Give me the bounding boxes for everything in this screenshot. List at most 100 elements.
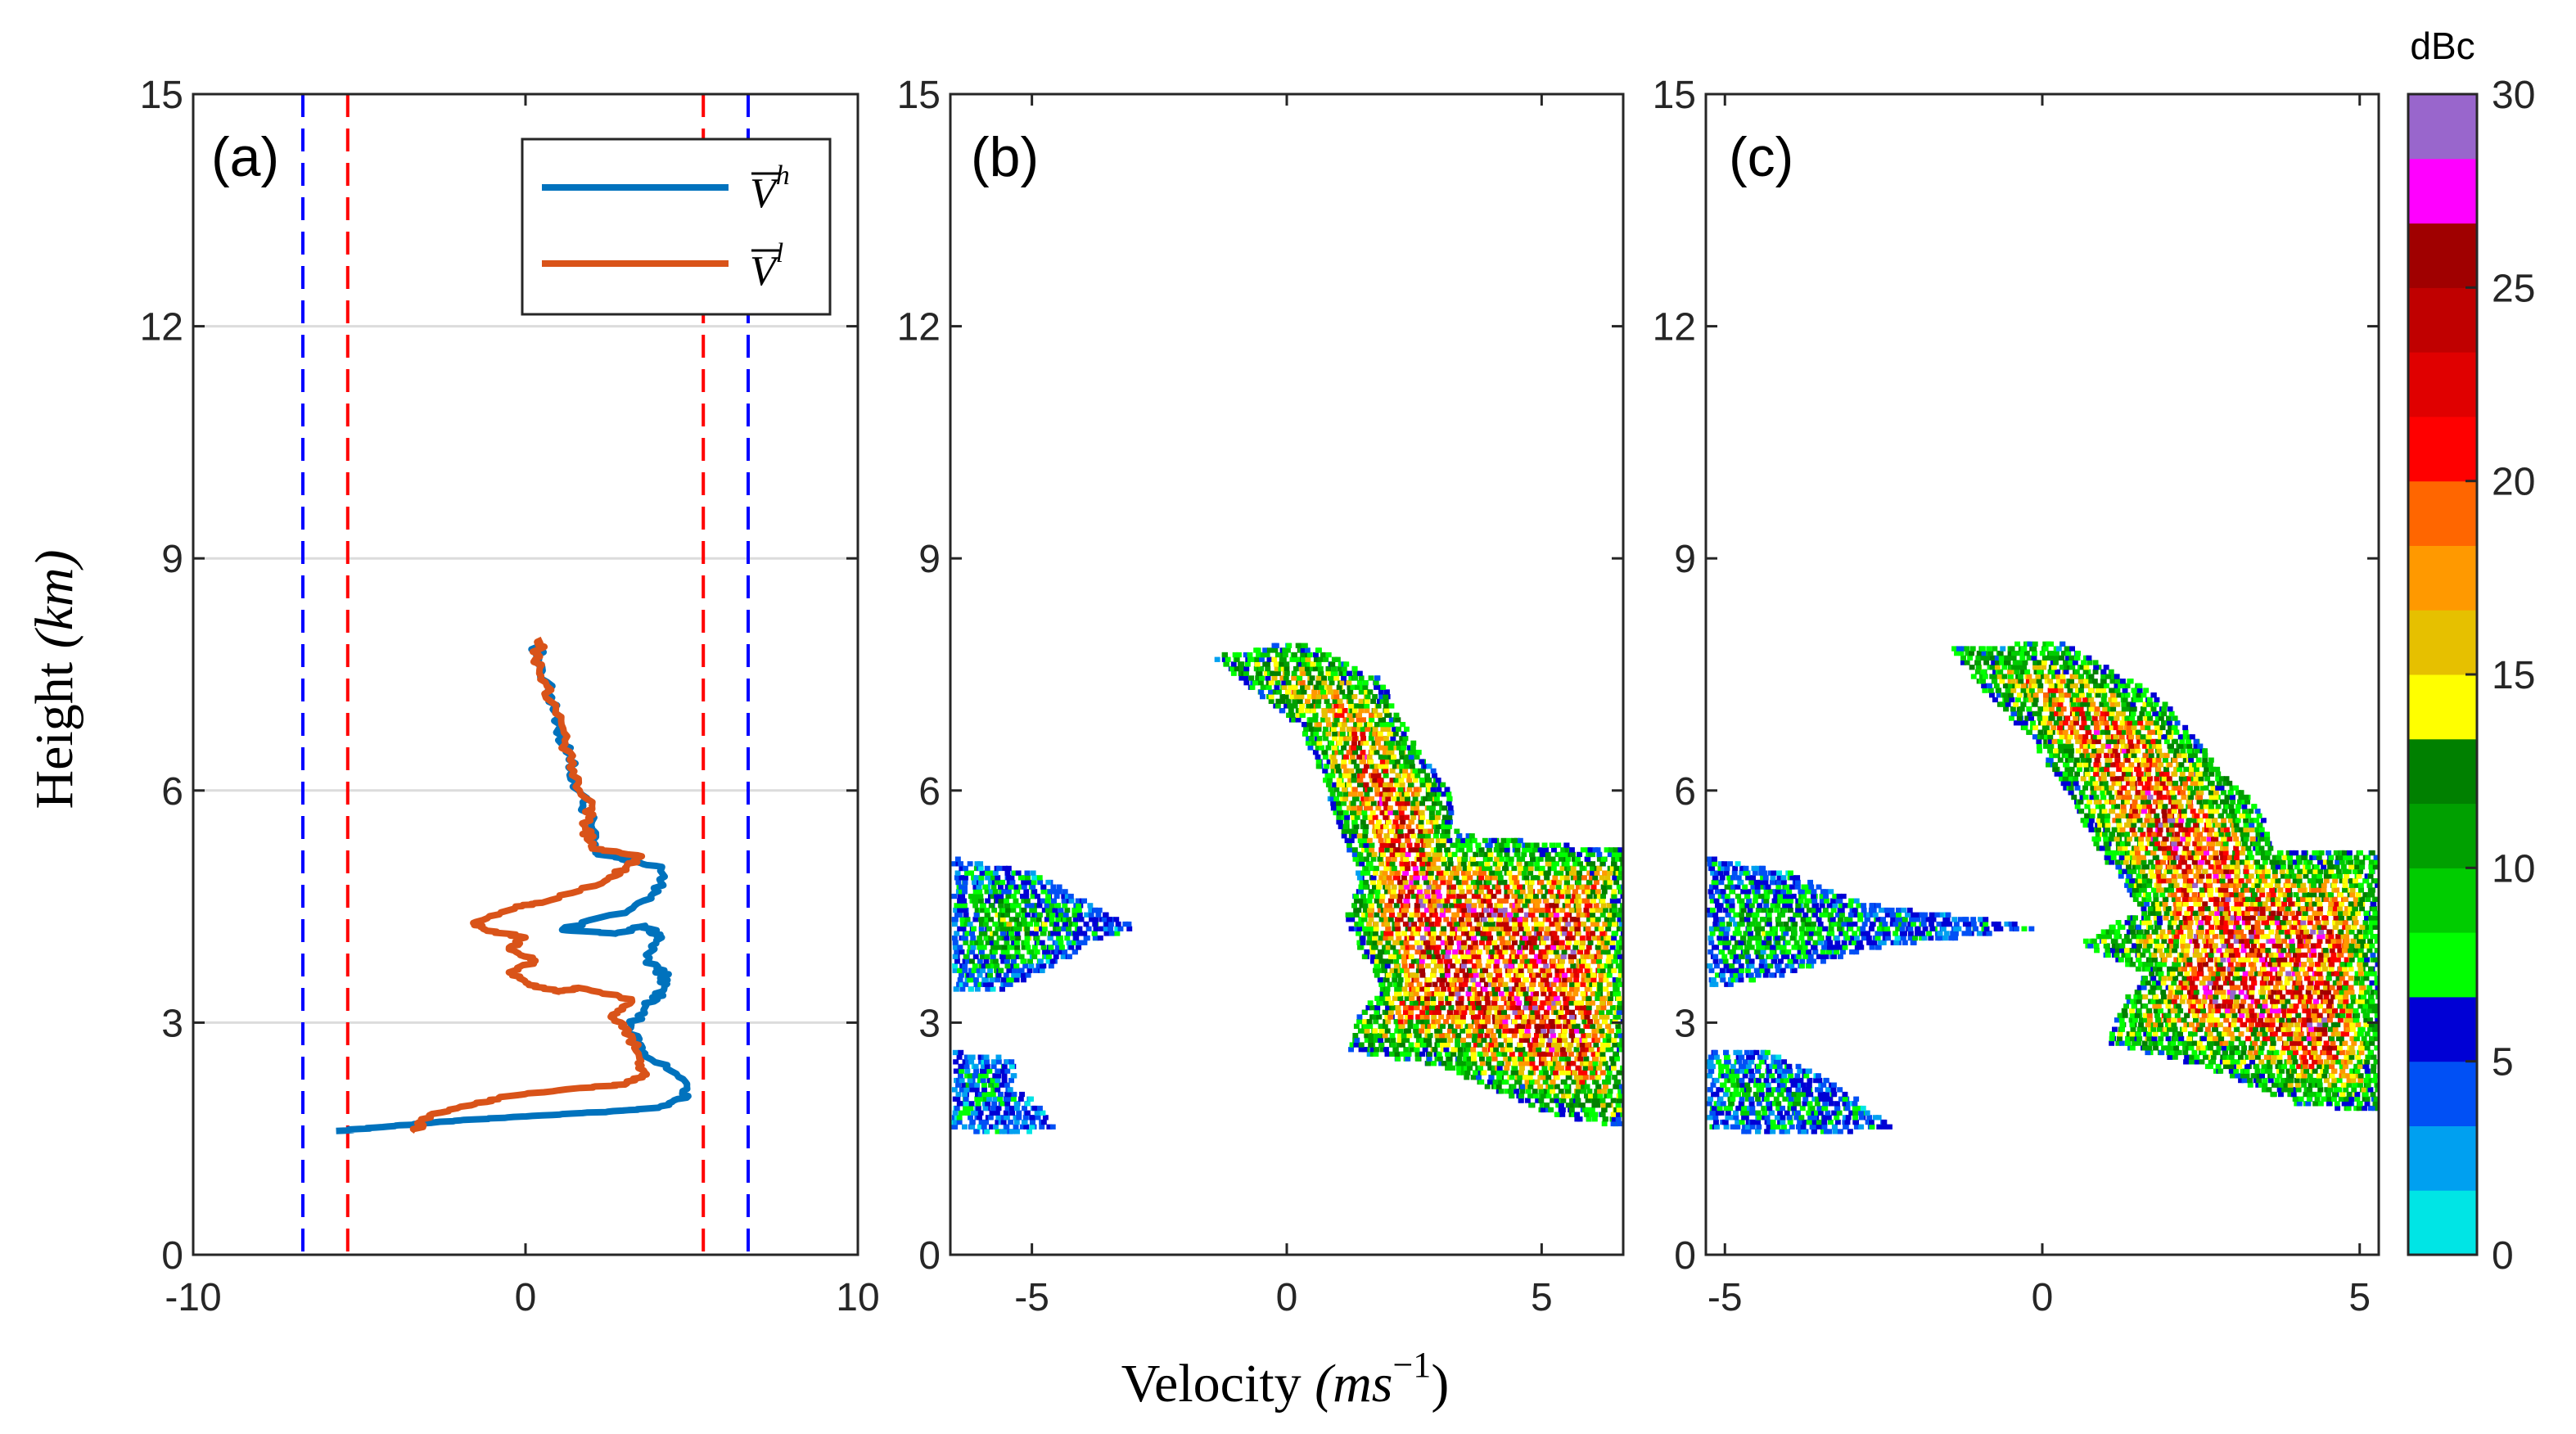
heatmap-cell: [1406, 1033, 1413, 1039]
heatmap-cell: [1380, 912, 1387, 918]
heatmap-cell: [1348, 703, 1354, 709]
heatmap-cell: [1496, 1051, 1502, 1057]
heatmap-cell: [985, 963, 991, 969]
heatmap-cell: [1482, 967, 1488, 973]
heatmap-cell: [1049, 1124, 1056, 1130]
heatmap-cell: [1088, 912, 1094, 918]
heatmap-cell: [1387, 958, 1394, 964]
heatmap-cell: [1549, 884, 1555, 890]
heatmap-cell: [1512, 875, 1518, 881]
heatmap-cell: [1395, 837, 1401, 844]
heatmap-cell: [1581, 875, 1587, 881]
heatmap-cell: [950, 861, 956, 867]
heatmap-cell: [1389, 740, 1396, 746]
heatmap-cell: [1031, 954, 1038, 959]
heatmap-cell: [1386, 712, 1392, 718]
heatmap-cell: [1473, 1019, 1480, 1025]
heatmap-cell: [1384, 842, 1390, 848]
heatmap-cell: [1395, 791, 1401, 797]
heatmap-cell: [1315, 759, 1322, 764]
heatmap-cell: [1594, 926, 1600, 931]
heatmap-cell: [1557, 889, 1563, 895]
heatmap-cell: [1360, 935, 1366, 941]
heatmap-cell: [1585, 1000, 1591, 1006]
heatmap-cell: [1503, 921, 1509, 927]
heatmap-cell: [1393, 1019, 1400, 1025]
heatmap-cell: [1536, 931, 1542, 936]
heatmap-cell: [1579, 935, 1586, 941]
heatmap-cell: [1540, 851, 1546, 858]
heatmap-cell: [1428, 935, 1435, 941]
heatmap-cell: [1399, 1023, 1405, 1029]
heatmap-cell: [1587, 1065, 1594, 1071]
heatmap-cell: [1538, 1098, 1545, 1103]
heatmap-cell: [1037, 912, 1043, 918]
heatmap-cell: [1259, 675, 1265, 681]
heatmap-cell: [1322, 731, 1329, 737]
heatmap-cell: [1004, 1068, 1011, 1074]
heatmap-cell: [1360, 823, 1366, 830]
heatmap-cell: [1362, 1009, 1368, 1015]
heatmap-cell: [2323, 1077, 2330, 1084]
heatmap-cell: [1466, 903, 1472, 909]
heatmap-cell: [1259, 656, 1265, 662]
heatmap-cell: [1424, 963, 1431, 969]
heatmap-cell: [1293, 698, 1299, 704]
heatmap-cell: [1440, 1005, 1446, 1011]
heatmap-cell: [1327, 778, 1333, 783]
heatmap-cell: [1368, 759, 1374, 764]
heatmap-cell: [1055, 917, 1062, 922]
heatmap-cell: [1386, 837, 1392, 844]
heatmap-cell: [1418, 963, 1424, 969]
heatmap-cell: [1541, 1093, 1547, 1099]
heatmap-cell: [1435, 884, 1441, 890]
heatmap-cell: [978, 875, 985, 881]
heatmap-cell: [1409, 759, 1415, 764]
heatmap-cell: [972, 963, 978, 969]
heatmap-cell: [1490, 1047, 1496, 1053]
heatmap-cell: [1467, 945, 1473, 950]
heatmap-cell: [1369, 796, 1374, 802]
heatmap-cell: [1364, 698, 1370, 704]
heatmap-cell: [992, 958, 999, 964]
heatmap-cell: [1592, 1112, 1599, 1117]
heatmap-cell: [1480, 1019, 1486, 1025]
heatmap-cell: [1427, 1033, 1433, 1039]
heatmap-cell: [1605, 926, 1612, 931]
heatmap-cell: [1455, 1005, 1462, 1011]
heatmap-cell: [1515, 842, 1522, 848]
heatmap-cell: [1387, 809, 1394, 816]
heatmap-cell: [1427, 903, 1433, 909]
heatmap-cell: [1395, 800, 1401, 806]
heatmap-cell: [1045, 879, 1052, 886]
heatmap-cell: [1364, 1033, 1370, 1039]
heatmap-cell: [1464, 1075, 1470, 1080]
heatmap-cell: [1591, 1116, 1598, 1122]
heatmap-cell: [1537, 847, 1544, 853]
heatmap-cell: [1611, 861, 1617, 867]
heatmap-cell: [1457, 1051, 1464, 1057]
heatmap-cell: [1446, 1009, 1453, 1015]
heatmap-cell: [1593, 893, 1599, 900]
heatmap-cell: [2339, 1063, 2345, 1070]
heatmap-cell: [1575, 1065, 1581, 1071]
heatmap-cell: [1558, 1033, 1564, 1039]
heatmap-cell: [1044, 917, 1050, 922]
heatmap-cell: [1364, 796, 1369, 802]
heatmap-cell: [1428, 809, 1435, 816]
heatmap-cell: [1126, 926, 1133, 931]
heatmap-cell: [1527, 870, 1534, 876]
heatmap-cell: [1552, 1056, 1558, 1062]
heatmap-cell: [1486, 1009, 1492, 1015]
heatmap-cell: [1541, 884, 1547, 890]
heatmap-cell: [1360, 940, 1366, 945]
heatmap-cell: [1465, 1061, 1472, 1066]
heatmap-cell: [1419, 893, 1425, 900]
heatmap-cell: [959, 1063, 965, 1070]
heatmap-cell: [990, 1063, 997, 1070]
heatmap-cell: [1451, 954, 1458, 959]
heatmap-cell: [1059, 945, 1065, 950]
heatmap-cell: [1591, 1098, 1598, 1103]
heatmap-cell: [1260, 652, 1266, 658]
heatmap-cell: [969, 958, 975, 964]
